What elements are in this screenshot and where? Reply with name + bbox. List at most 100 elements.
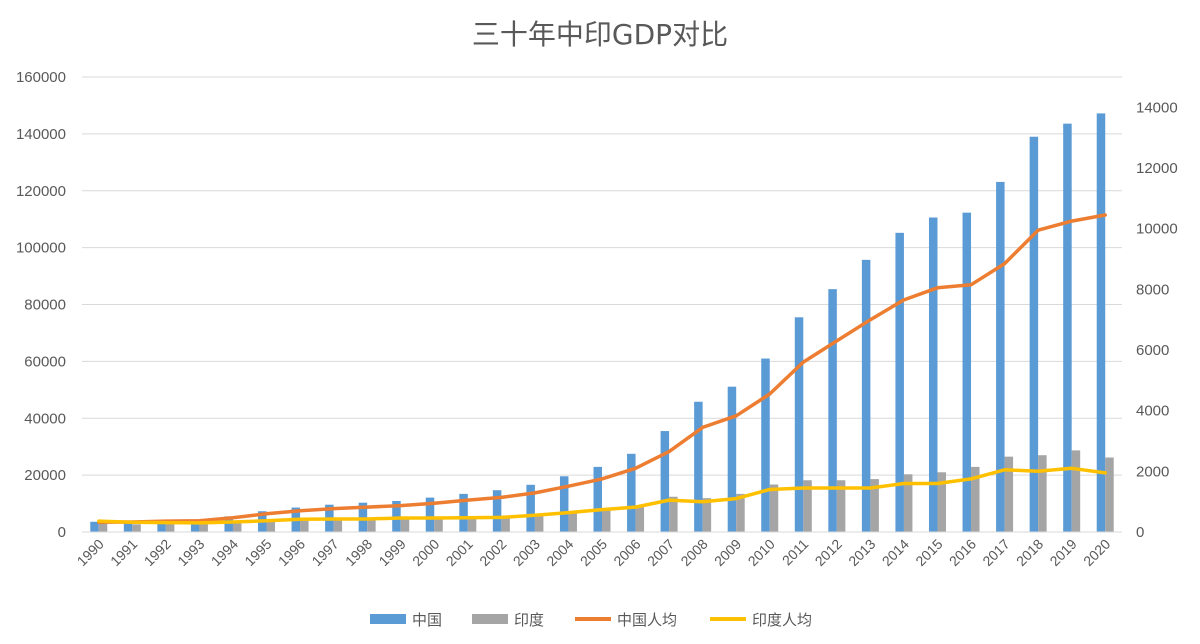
x-tick-label: 2019 [1046,536,1079,569]
x-tick-label: 1995 [241,536,274,569]
legend: 中国 印度 中国人均 印度人均 [370,611,812,629]
x-tick-label: 2008 [677,536,710,569]
y-right-tick-label: 6000 [1136,342,1169,359]
x-axis: 1990 1991 1992 1993 1994 1995 1996 1997 1998 1999… [74,531,1122,569]
legend-label: 印度 [514,611,544,629]
x-tick-label: 2010 [745,536,778,569]
x-tick-label: 2009 [711,536,744,569]
bar-china [224,516,233,532]
bar-china [996,181,1005,532]
legend-label: 中国 [412,611,442,629]
y-left-tick-label: 100000 [16,240,66,257]
bar-india [534,514,544,532]
bar-india [501,517,510,532]
bar-india [1071,450,1081,532]
x-tick-label: 2006 [610,536,643,569]
bar-china [190,519,200,532]
y-axis-left: 0 20000 40000 60000 80000 100000 120000 140000 1… [16,69,66,541]
bar-china [895,232,904,532]
x-tick-label: 1994 [208,536,241,569]
bar-china [1096,113,1106,533]
bar-china [828,289,837,532]
bar-india [199,524,208,532]
x-tick-label: 1999 [375,536,408,569]
x-tick-label: 1998 [342,536,375,569]
bar-india [165,524,175,532]
bar-china [727,386,737,532]
x-tick-label: 2015 [912,536,945,569]
y-left-tick-label: 80000 [24,297,66,314]
bar-india [769,484,779,532]
x-tick-label: 2000 [409,536,442,569]
x-tick-label: 2014 [879,536,912,569]
bar-china [928,217,938,532]
x-tick-label: 2007 [644,536,677,569]
x-tick-label: 2020 [1080,536,1113,569]
bar-china [660,431,670,532]
bar-india [836,480,846,532]
x-tick-label: 2013 [845,536,878,569]
x-tick-label: 1990 [74,536,107,569]
bar-india [635,505,645,532]
y-left-tick-label: 120000 [16,183,66,200]
x-tick-label: 2011 [779,536,812,569]
x-tick-label: 2003 [510,536,543,569]
bar-china [425,497,435,532]
y-axis-right: 0 2000 4000 6000 8000 10000 12000 14000 [1136,99,1178,541]
bar-india [870,479,879,532]
bar-china [1063,123,1072,532]
bar-china [593,466,602,532]
line-china-per-capita [97,213,1107,525]
y-left-tick-label: 160000 [16,69,66,86]
y-left-tick-label: 20000 [24,467,66,484]
bar-india [1004,456,1014,532]
y-right-tick-label: 10000 [1136,221,1178,238]
y-right-tick-label: 12000 [1136,160,1178,177]
bar-china [627,453,636,532]
bar-china [157,520,166,532]
y-left-tick-label: 140000 [16,126,66,143]
x-tick-label: 1991 [107,536,140,569]
x-tick-label: 2005 [577,536,610,569]
bar-india [333,520,343,532]
y-left-tick-label: 40000 [24,410,66,427]
bar-india [400,518,410,532]
bar-china [526,484,535,532]
bar-china [459,493,468,532]
bar-china [761,358,770,532]
gridlines [82,76,1122,533]
bar-india [971,466,980,532]
y-right-tick-label: 8000 [1136,281,1169,298]
bar-india [232,522,242,532]
bar-china [794,317,804,532]
bar-india [702,498,712,532]
y-left-tick-label: 60000 [24,353,66,370]
legend-swatch [370,614,406,624]
y-right-tick-label: 0 [1136,524,1144,541]
bar-india [602,508,611,532]
x-tick-label: 2012 [812,536,845,569]
bar-china [492,490,502,532]
y-right-tick-label: 2000 [1136,463,1169,480]
bar-china [962,212,972,532]
legend-swatch [472,614,508,624]
bar-india [98,522,108,532]
y-left-tick-label: 0 [58,524,66,541]
bar-india [669,496,678,532]
bar-india [736,493,745,532]
x-tick-label: 2001 [443,536,476,569]
x-tick-label: 1997 [308,536,341,569]
bar-china [90,521,99,532]
legend-label: 印度人均 [752,611,812,629]
bar-india [937,472,946,532]
bar-india [266,521,276,532]
x-tick-label: 2016 [946,536,979,569]
chart-title: 三十年中印GDP对比 [472,18,728,51]
x-tick-label: 2002 [476,536,509,569]
y-right-tick-label: 4000 [1136,403,1169,420]
bars [90,113,1114,533]
bar-india [434,518,443,532]
bar-india [903,474,913,532]
